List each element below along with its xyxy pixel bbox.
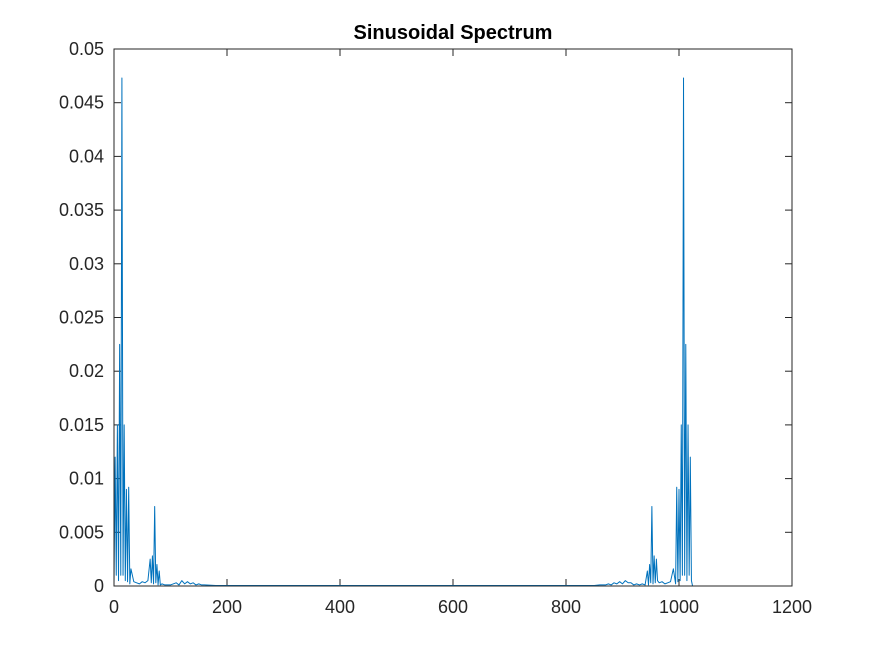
y-tick-label: 0.045 xyxy=(59,93,104,113)
x-tick-label: 1000 xyxy=(659,597,699,617)
chart-title: Sinusoidal Spectrum xyxy=(354,22,553,44)
x-tick-label: 400 xyxy=(325,597,355,617)
y-tick-label: 0.005 xyxy=(59,522,104,542)
y-tick-label: 0.01 xyxy=(69,469,104,489)
y-tick-label: 0.04 xyxy=(69,146,104,166)
x-tick-label: 0 xyxy=(109,597,119,617)
x-tick-label: 200 xyxy=(212,597,242,617)
y-tick-label: 0.025 xyxy=(59,308,104,328)
y-tick-label: 0.05 xyxy=(69,39,104,59)
x-tick-label: 800 xyxy=(551,597,581,617)
series-line xyxy=(113,77,694,587)
x-tick-label: 1200 xyxy=(772,597,812,617)
y-tick-label: 0.035 xyxy=(59,200,104,220)
axes-box xyxy=(113,48,793,587)
y-tick-label: 0.03 xyxy=(69,254,104,274)
tick-labels: 0 200 400 600 800 1000 1200 0 0.005 0.01 0.015 0.02… xyxy=(59,39,812,617)
y-tick-label: 0.015 xyxy=(59,415,104,435)
y-tick-label: 0.02 xyxy=(69,361,104,381)
y-tick-label: 0 xyxy=(94,576,104,596)
x-tick-label: 600 xyxy=(438,597,468,617)
